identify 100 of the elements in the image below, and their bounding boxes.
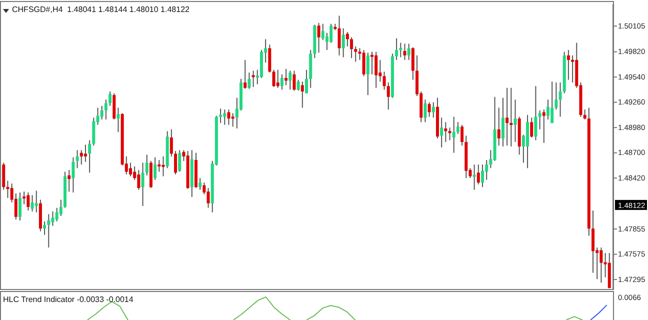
candlestick [76, 150, 79, 169]
candlestick [534, 86, 538, 141]
candlestick [100, 105, 104, 120]
candlestick [600, 247, 603, 284]
candlestick [407, 43, 410, 60]
candlestick [248, 72, 251, 90]
candlestick [566, 49, 570, 80]
candlestick [6, 180, 10, 198]
candlestick [510, 87, 513, 147]
candlestick [276, 69, 280, 88]
candlestick [546, 99, 550, 120]
candlestick [272, 69, 276, 88]
candlestick [558, 82, 562, 118]
candlestick [424, 99, 427, 123]
candlestick [305, 69, 308, 94]
candlestick [198, 178, 202, 190]
candlestick [330, 23, 333, 44]
candlestick [497, 107, 500, 146]
candlestick [571, 54, 574, 83]
candlestick [452, 116, 456, 154]
candlestick [592, 210, 595, 274]
candlestick [550, 81, 554, 124]
candlestick [501, 97, 504, 147]
candlestick [178, 150, 182, 172]
candlestick [227, 109, 230, 126]
chart-title: HLC Trend Indicator -0.0033 -0.0014 [3, 295, 134, 304]
candlestick [231, 112, 234, 128]
candlestick [108, 90, 112, 106]
candlestick [354, 46, 358, 62]
candlestick [292, 70, 296, 92]
candlestick [317, 22, 320, 54]
candlestick [137, 169, 140, 190]
candlestick [59, 199, 62, 216]
candlestick [284, 68, 288, 86]
candlestick [472, 164, 476, 190]
candlestick [162, 156, 165, 177]
candlestick [448, 127, 452, 141]
candlestick [47, 214, 50, 248]
candlestick [506, 87, 509, 146]
candlestick [2, 162, 6, 190]
candlestick [26, 192, 30, 212]
candlestick [386, 82, 390, 110]
candlestick [382, 71, 386, 90]
candlestick [476, 164, 480, 185]
candlestick [116, 107, 120, 133]
candlestick [530, 117, 534, 138]
candlestick [296, 79, 300, 92]
candlestick [252, 70, 255, 88]
candlestick [346, 31, 349, 47]
candlestick [542, 109, 546, 144]
candlestick [55, 207, 58, 222]
candlestick [395, 38, 398, 60]
candlestick [18, 192, 22, 221]
candlestick [223, 109, 226, 126]
candlestick [460, 124, 464, 146]
candlestick [22, 191, 26, 205]
candlestick [321, 23, 324, 41]
candlestick [158, 160, 161, 172]
candlestick [538, 110, 542, 130]
candlestick [456, 122, 460, 134]
candlestick [338, 15, 341, 56]
candlestick [399, 42, 402, 58]
candlestick [481, 164, 484, 188]
candlestick [370, 51, 374, 75]
candlestick [170, 128, 173, 157]
candlestick [92, 117, 96, 146]
candlestick [104, 99, 108, 120]
candlestick [129, 162, 132, 177]
candlestick [141, 162, 144, 207]
chart-title: CHFSGD#,H4 1.48041 1.48144 1.48010 1.48122 [12, 5, 190, 14]
candlestick [485, 160, 488, 180]
candlestick [444, 122, 448, 142]
candlestick [403, 43, 406, 60]
candlestick [514, 99, 517, 142]
candlestick [244, 59, 247, 90]
candlestick [88, 140, 92, 174]
candlestick [554, 82, 558, 110]
candlestick [145, 154, 148, 176]
candlestick [154, 156, 157, 180]
candlestick [30, 194, 34, 212]
candlestick [34, 190, 38, 213]
candlestick [206, 187, 210, 208]
candlestick [112, 92, 116, 120]
candlestick [378, 59, 382, 82]
candlestick [268, 44, 272, 74]
candlestick [440, 117, 444, 148]
candlestick [288, 70, 292, 90]
candlestick [342, 28, 345, 58]
candlestick [80, 150, 83, 166]
candlestick [432, 102, 435, 118]
candlestick [174, 150, 178, 175]
candlestick [84, 144, 87, 162]
candlestick [280, 74, 284, 90]
candlestick [362, 49, 366, 77]
candlestick [300, 81, 304, 108]
candlestick [72, 156, 75, 193]
candlestick [366, 52, 370, 96]
candlestick [411, 46, 414, 80]
candlestick [43, 220, 46, 236]
candlestick [350, 36, 354, 59]
